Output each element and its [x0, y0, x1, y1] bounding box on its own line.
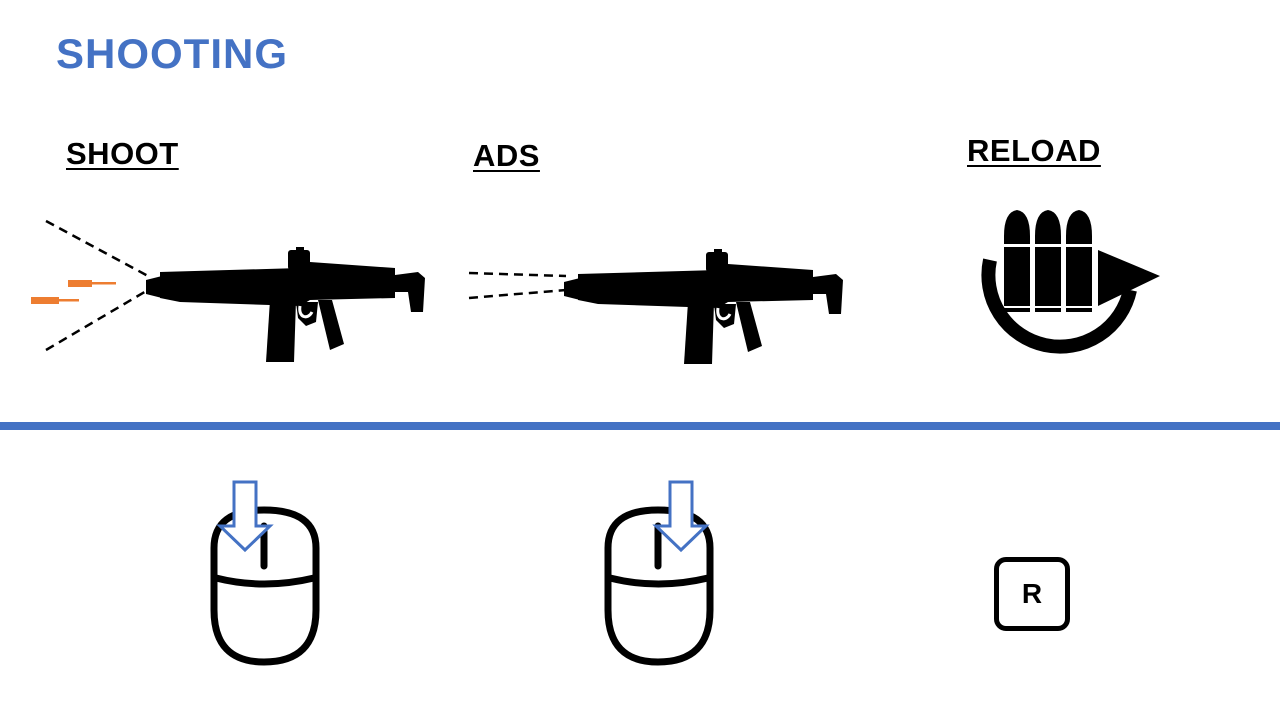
page-title: SHOOTING — [56, 30, 289, 77]
aim-lines — [468, 271, 567, 300]
shoot-label: SHOOT — [66, 136, 179, 171]
reload-label: RELOAD — [967, 133, 1101, 168]
ads-label: ADS — [473, 138, 540, 173]
bullet-streaks — [31, 280, 116, 304]
down-arrow-icon — [216, 480, 274, 553]
reload-key-icon: R — [994, 557, 1070, 631]
section-divider — [0, 422, 1280, 430]
muzzle-dashes — [45, 219, 149, 352]
down-arrow-icon — [652, 480, 710, 553]
